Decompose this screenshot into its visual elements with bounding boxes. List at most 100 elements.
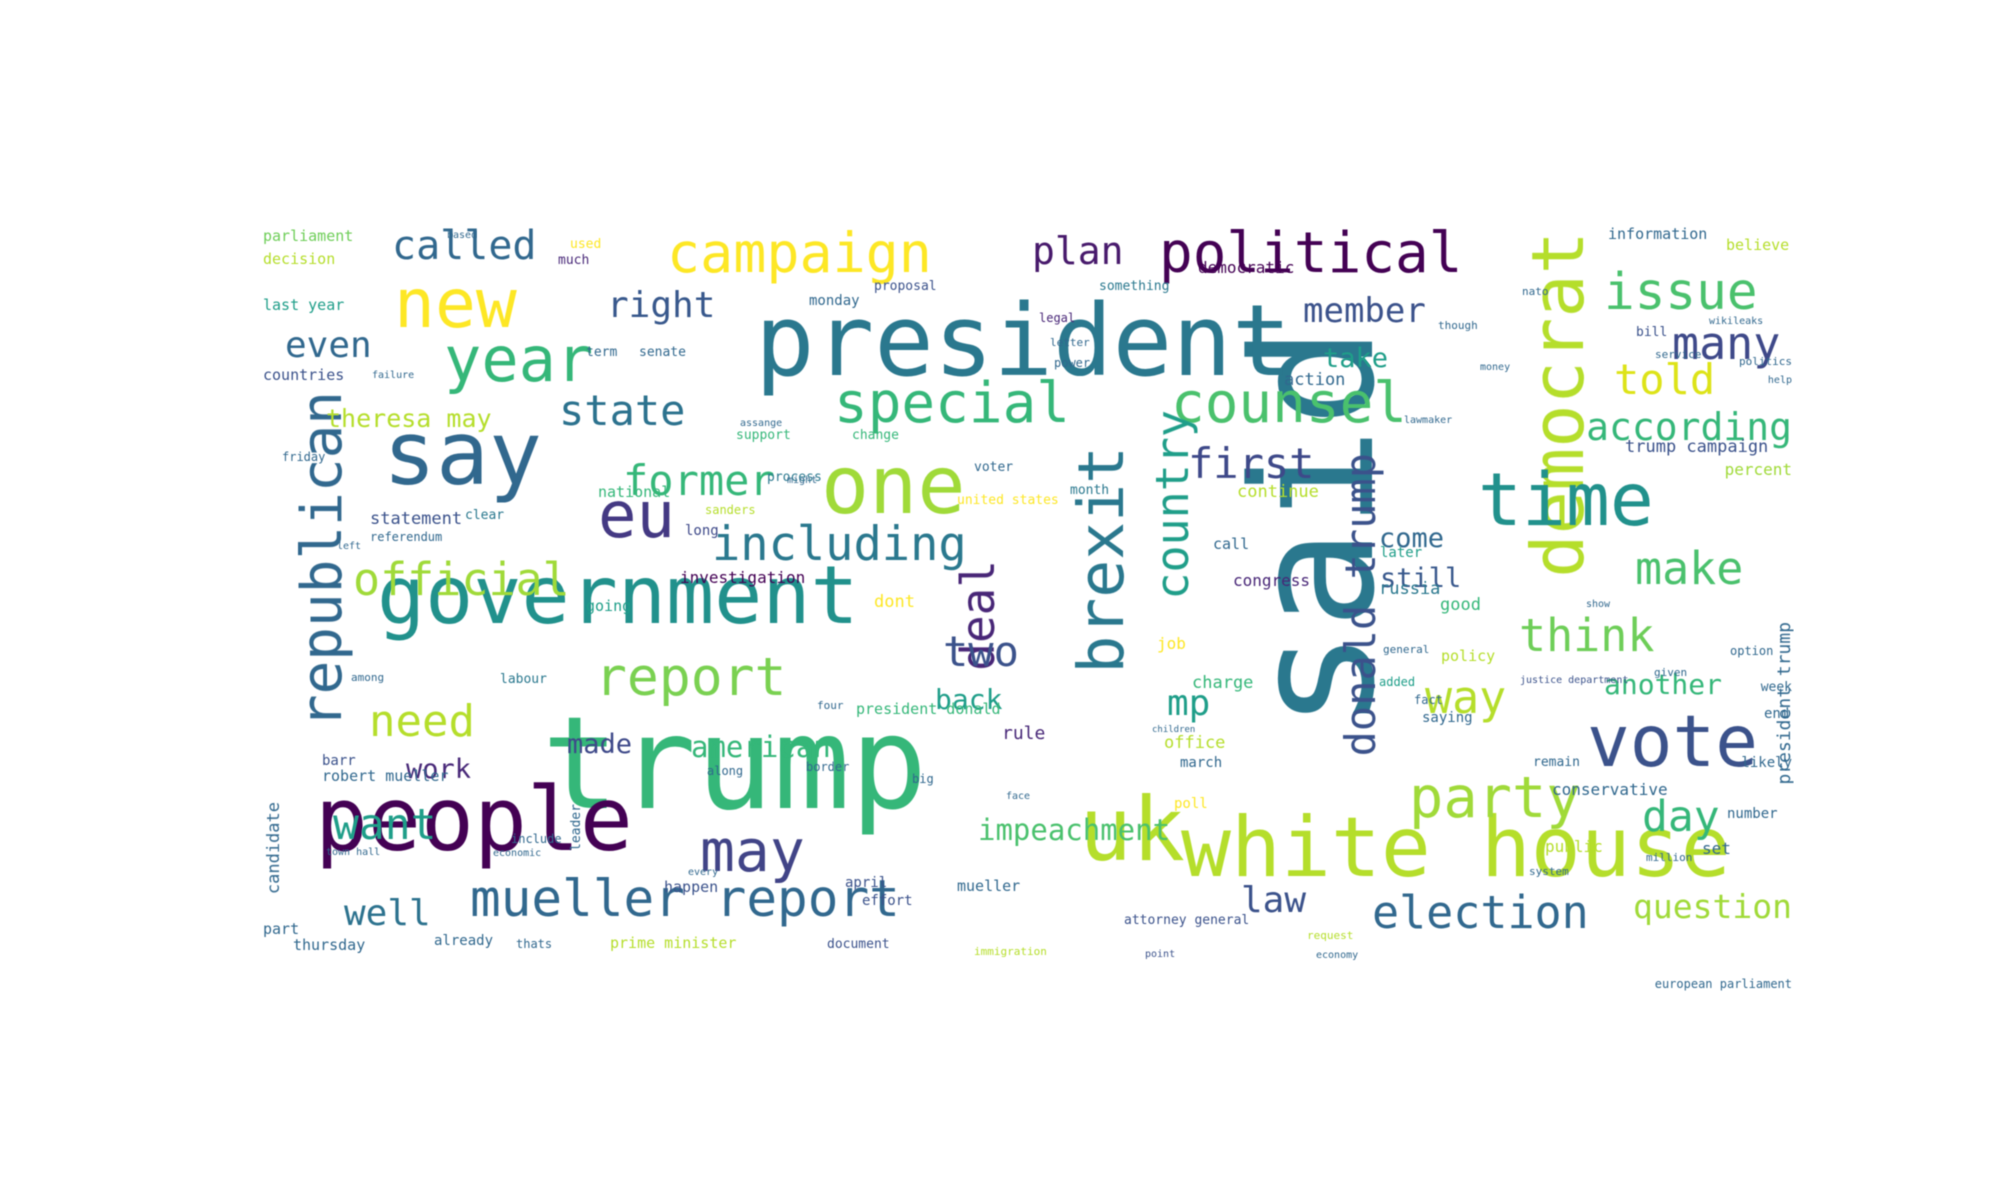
cloud-word: eu [598,479,676,553]
cloud-word: law [1241,880,1307,921]
cloud-word: month [1070,483,1110,498]
cloud-word: something [1099,279,1170,294]
cloud-word: european parliament [1654,977,1792,991]
cloud-word: policy [1441,647,1496,665]
cloud-word: trump [542,690,928,839]
cloud-word: end [1764,706,1790,722]
cloud-word: decision [263,250,336,268]
cloud-word: sanders [705,503,756,517]
cloud-word: theresa may [326,404,492,433]
cloud-word: member [1303,291,1426,331]
cloud-word: assange [740,418,783,429]
cloud-word: process [767,470,822,485]
cloud-word: lawmaker [1404,415,1453,426]
cloud-word: general [1383,643,1430,656]
cloud-word: government [377,549,859,642]
cloud-word: need [369,696,475,747]
cloud-word: first [1188,439,1315,488]
cloud-word: political [1159,226,1463,286]
cloud-word: added [1379,675,1416,689]
cloud-word: call [1213,535,1250,553]
cloud-word: former [623,456,775,505]
cloud-word: week [1760,680,1792,695]
cloud-word: job [1157,634,1186,653]
cloud-word: point [1145,949,1176,960]
cloud-word: well [344,893,431,934]
cloud-word: two [943,627,1019,676]
cloud-word: think [1519,609,1655,662]
cloud-word: statement [370,509,463,529]
cloud-word: poll [1174,796,1208,812]
cloud-word: president trump [1774,622,1794,785]
cloud-word: letter [1050,336,1090,349]
cloud-word: time [1478,458,1654,543]
cloud-word: politics [1739,355,1792,368]
cloud-word: mueller [957,877,1021,895]
cloud-word: congress [1233,571,1311,590]
cloud-word: big [912,772,934,786]
cloud-word: republican [290,391,355,729]
cloud-word: uk [1079,778,1185,881]
cloud-word: four [817,699,844,712]
cloud-word: much [558,253,590,268]
cloud-word: still [1380,563,1462,594]
cloud-word: based [447,230,478,241]
cloud-word: president [755,284,1292,399]
cloud-word: option [1730,644,1774,658]
cloud-word: special [834,371,1071,436]
cloud-word: robert mueller [322,767,449,785]
cloud-word: money [1480,362,1511,373]
cloud-word: show [1586,599,1611,610]
cloud-word: state [559,386,686,435]
cloud-word: voter [974,460,1014,475]
cloud-word: effort [862,893,913,909]
cloud-word: dont [874,592,915,612]
cloud-word: part [263,920,300,938]
cloud-word: day [1642,792,1720,842]
cloud-word: support [736,428,791,443]
cloud-word: say [383,402,542,505]
cloud-word: bill [1636,325,1668,340]
cloud-word: make [1635,542,1744,595]
cloud-word: term [586,345,618,360]
cloud-word: work [406,754,472,785]
cloud-word: million [1646,851,1693,864]
cloud-word: service [1655,348,1702,361]
cloud-word: labour [500,672,547,687]
cloud-word: left [337,541,362,552]
cloud-word: information [1608,226,1708,243]
cloud-word: made [567,729,633,760]
cloud-word: children [1152,725,1196,735]
cloud-word: trump campaign [1625,437,1769,457]
cloud-word: election [1372,886,1589,939]
cloud-word: later [1380,545,1423,561]
cloud-word: come [1379,523,1445,554]
cloud-word: though [1438,319,1478,332]
cloud-word: new [394,265,517,344]
cloud-word: last year [263,296,345,314]
cloud-word: long [685,523,719,539]
cloud-word: charge [1192,673,1254,693]
cloud-word: report [595,647,787,708]
cloud-word: system [1529,865,1569,878]
cloud-word: rule [1002,723,1046,744]
cloud-word: power [1054,356,1091,370]
cloud-word: set [1702,839,1731,858]
cloud-word: american [691,730,831,764]
cloud-word: impeachment [978,813,1171,847]
cloud-word: mp [1167,683,1211,724]
cloud-word: proposal [874,279,937,294]
cloud-word: document [827,937,890,952]
cloud-word: official [353,553,570,606]
cloud-word: right [607,285,716,326]
word-cloud: said trump president white house people gover… [262,226,1794,992]
cloud-word: attorney general [1124,913,1250,928]
cloud-word: wikileaks [1709,316,1764,327]
cloud-word: mueller report [470,870,900,929]
cloud-word: thursday [293,936,366,954]
cloud-word: march [1180,755,1223,771]
cloud-word: take [1323,343,1389,374]
cloud-word: action [1284,370,1346,390]
cloud-word: might [787,475,818,486]
